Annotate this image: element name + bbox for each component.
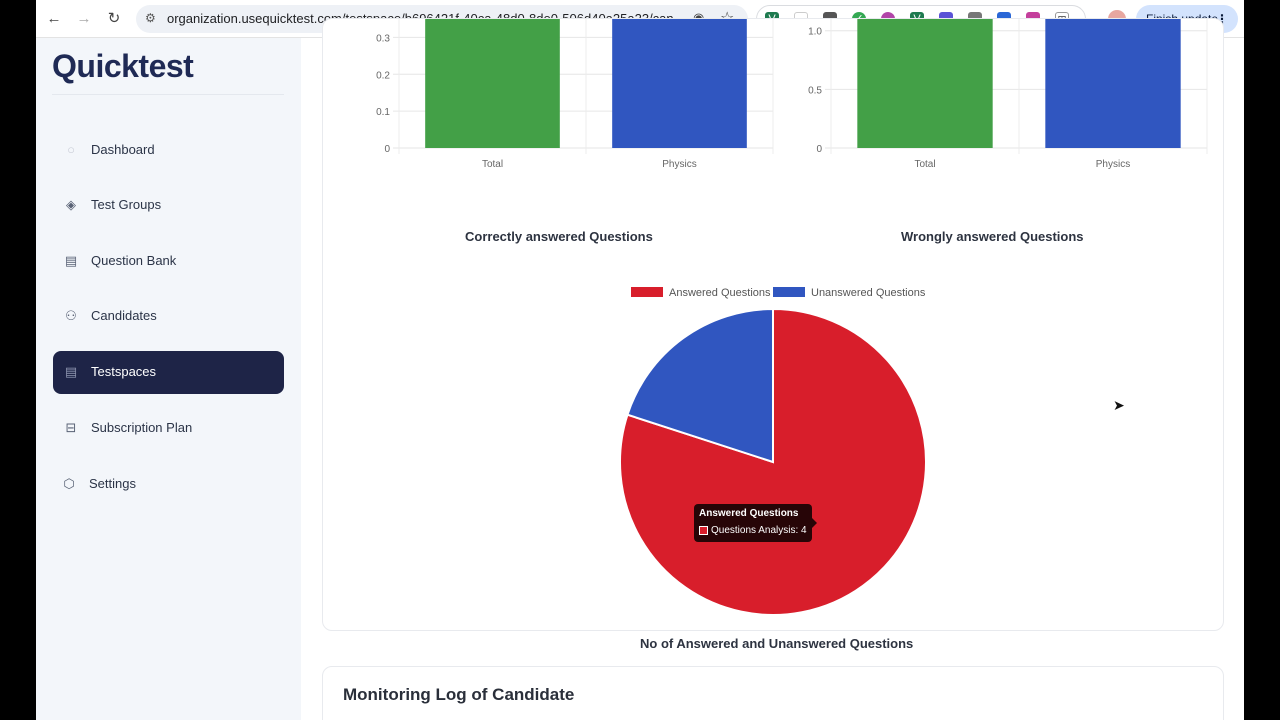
sidebar-item-dashboard[interactable]: ○ Dashboard bbox=[53, 129, 284, 172]
sidebar-item-test-groups[interactable]: ◈ Test Groups bbox=[53, 184, 284, 227]
correct-answers-chart: 0 0.1 0.2 0.3 Total Physics bbox=[376, 19, 774, 170]
monitoring-title: Monitoring Log of Candidate bbox=[343, 685, 575, 704]
book-icon: ▤ bbox=[64, 253, 78, 268]
y-tick-label: 0.3 bbox=[376, 33, 390, 44]
answered-pie-chart[interactable] bbox=[613, 302, 933, 622]
bar-total bbox=[857, 19, 993, 148]
site-settings-icon[interactable]: ⚙ bbox=[145, 11, 156, 25]
sidebar-item-label: Dashboard bbox=[91, 142, 155, 157]
pie-tooltip: Answered Questions Questions Analysis: 4 bbox=[694, 504, 812, 542]
legend-label-unanswered: Unanswered Questions bbox=[811, 287, 926, 299]
y-tick-label: 0 bbox=[816, 144, 822, 155]
sidebar-item-label: Test Groups bbox=[91, 197, 162, 212]
chart-title-correct: Correctly answered Questions bbox=[465, 229, 653, 244]
y-tick-label: 0.1 bbox=[376, 107, 390, 118]
pie-slice-unanswered bbox=[626, 307, 774, 464]
bar-physics bbox=[612, 19, 747, 148]
x-tick-label: Physics bbox=[1096, 159, 1130, 170]
sidebar-item-label: Testspaces bbox=[91, 364, 157, 379]
x-tick-label: Total bbox=[482, 159, 503, 170]
bar-total bbox=[425, 19, 560, 148]
reload-icon[interactable]: ↻ bbox=[107, 10, 121, 27]
sidebar-item-label: Candidates bbox=[91, 308, 157, 323]
monitoring-card: Monitoring Log of Candidate bbox=[322, 666, 1224, 720]
sidebar-item-label: Subscription Plan bbox=[91, 420, 193, 435]
dashboard-icon: ○ bbox=[67, 142, 75, 157]
forward-icon[interactable]: → bbox=[76, 10, 92, 27]
sidebar-item-label: Settings bbox=[89, 476, 136, 491]
chart-title-pie: No of Answered and Unanswered Questions bbox=[640, 636, 914, 651]
tooltip-caret bbox=[812, 518, 817, 528]
y-tick-label: 0.5 bbox=[808, 85, 822, 96]
sidebar: Quicktest ○ Dashboard ◈ Test Groups ▤ Qu… bbox=[36, 38, 301, 720]
sidebar-divider bbox=[52, 94, 284, 95]
tooltip-swatch bbox=[699, 526, 708, 535]
tooltip-title: Answered Questions bbox=[699, 508, 799, 519]
y-tick-label: 0 bbox=[384, 144, 390, 155]
x-tick-label: Total bbox=[914, 159, 935, 170]
x-tick-label: Physics bbox=[662, 159, 696, 170]
money-icon: ⊟ bbox=[65, 420, 77, 435]
document-icon: ▤ bbox=[64, 364, 78, 379]
app-logo[interactable]: Quicktest bbox=[52, 48, 194, 84]
y-tick-label: 1.0 bbox=[808, 27, 822, 38]
eye-off-icon[interactable]: ◉ bbox=[693, 10, 704, 26]
legend-swatch-unanswered bbox=[773, 287, 805, 297]
tooltip-body: Questions Analysis: 4 bbox=[711, 525, 807, 536]
layers-icon: ◈ bbox=[66, 197, 76, 212]
users-icon: ⚇ bbox=[65, 308, 77, 323]
analysis-card: 0 0.1 0.2 0.3 Total Physics Correctly answer… bbox=[322, 18, 1224, 651]
legend-swatch-answered bbox=[631, 287, 663, 297]
sidebar-item-candidates[interactable]: ⚇ Candidates bbox=[53, 295, 284, 338]
sidebar-item-question-bank[interactable]: ▤ Question Bank bbox=[53, 240, 284, 283]
sidebar-item-testspaces[interactable]: ▤ Testspaces bbox=[53, 351, 284, 394]
bar-physics bbox=[1045, 19, 1181, 148]
y-tick-label: 0.2 bbox=[376, 70, 390, 81]
wrong-answers-chart: 0 0.5 1.0 Total Physics bbox=[808, 19, 1208, 170]
sidebar-item-subscription-plan[interactable]: ⊟ Subscription Plan bbox=[53, 407, 284, 450]
pie-legend: Answered Questions Unanswered Questions bbox=[631, 287, 926, 299]
mouse-cursor-icon: ➤ bbox=[1113, 397, 1125, 413]
sidebar-item-settings[interactable]: ⬡ Settings bbox=[53, 463, 284, 506]
browser-frame: ← → ↻ ⚙ organization.usequicktest.com/te… bbox=[36, 0, 1244, 720]
legend-label-answered: Answered Questions bbox=[669, 287, 771, 299]
main-content: 0 0.1 0.2 0.3 Total Physics Correctly answer… bbox=[301, 18, 1244, 720]
sidebar-item-label: Question Bank bbox=[91, 253, 177, 268]
back-icon[interactable]: ← bbox=[46, 10, 62, 27]
gear-icon: ⬡ bbox=[63, 476, 75, 491]
chart-title-wrong: Wrongly answered Questions bbox=[901, 229, 1084, 244]
